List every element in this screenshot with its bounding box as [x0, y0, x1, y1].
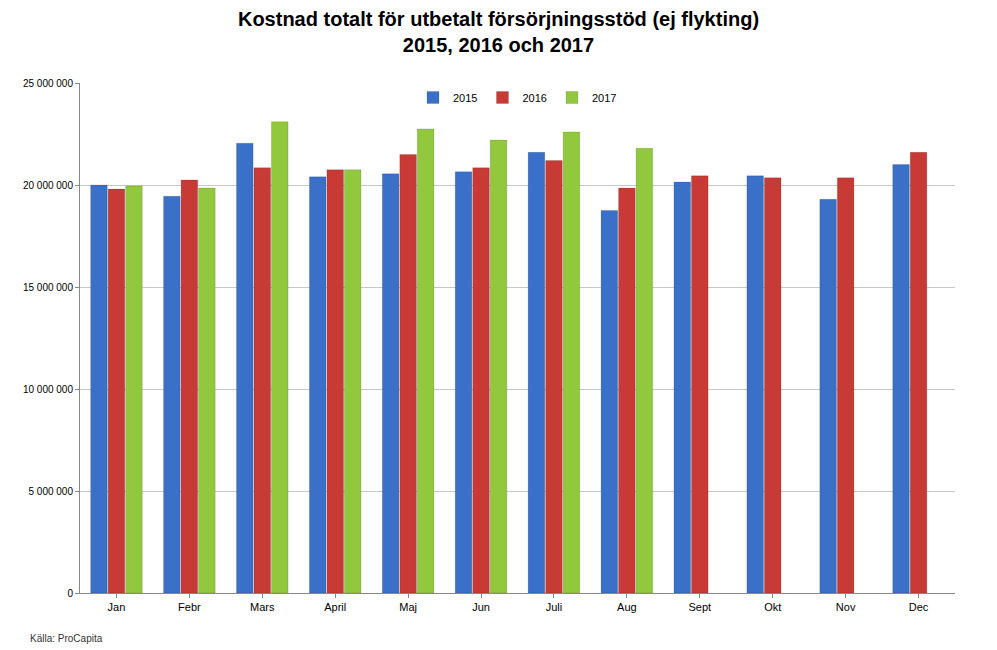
svg-text:2016: 2016 [522, 92, 546, 104]
svg-text:Sept: Sept [688, 601, 711, 613]
svg-text:0: 0 [67, 588, 73, 599]
svg-text:Maj: Maj [399, 601, 417, 613]
svg-text:Juli: Juli [546, 601, 563, 613]
svg-text:20 000 000: 20 000 000 [23, 180, 73, 191]
svg-text:Aug: Aug [617, 601, 637, 613]
svg-text:Nov: Nov [836, 601, 856, 613]
svg-text:Källa: ProCapita: Källa: ProCapita [30, 633, 103, 644]
svg-text:April: April [324, 601, 346, 613]
svg-text:Jan: Jan [108, 601, 126, 613]
svg-text:5 000 000: 5 000 000 [29, 486, 74, 497]
svg-text:Kostnad totalt för utbetalt fö: Kostnad totalt för utbetalt försörjnings… [238, 8, 759, 56]
svg-text:15 000 000: 15 000 000 [23, 282, 73, 293]
svg-text:Dec: Dec [909, 601, 929, 613]
svg-text:2015: 2015 [453, 92, 477, 104]
svg-text:2017: 2017 [592, 92, 616, 104]
svg-text:10 000 000: 10 000 000 [23, 384, 73, 395]
svg-text:Mars: Mars [250, 601, 275, 613]
svg-text:Jun: Jun [472, 601, 490, 613]
svg-text:Okt: Okt [764, 601, 781, 613]
svg-text:25 000 000: 25 000 000 [23, 78, 73, 89]
svg-text:Febr: Febr [178, 601, 201, 613]
